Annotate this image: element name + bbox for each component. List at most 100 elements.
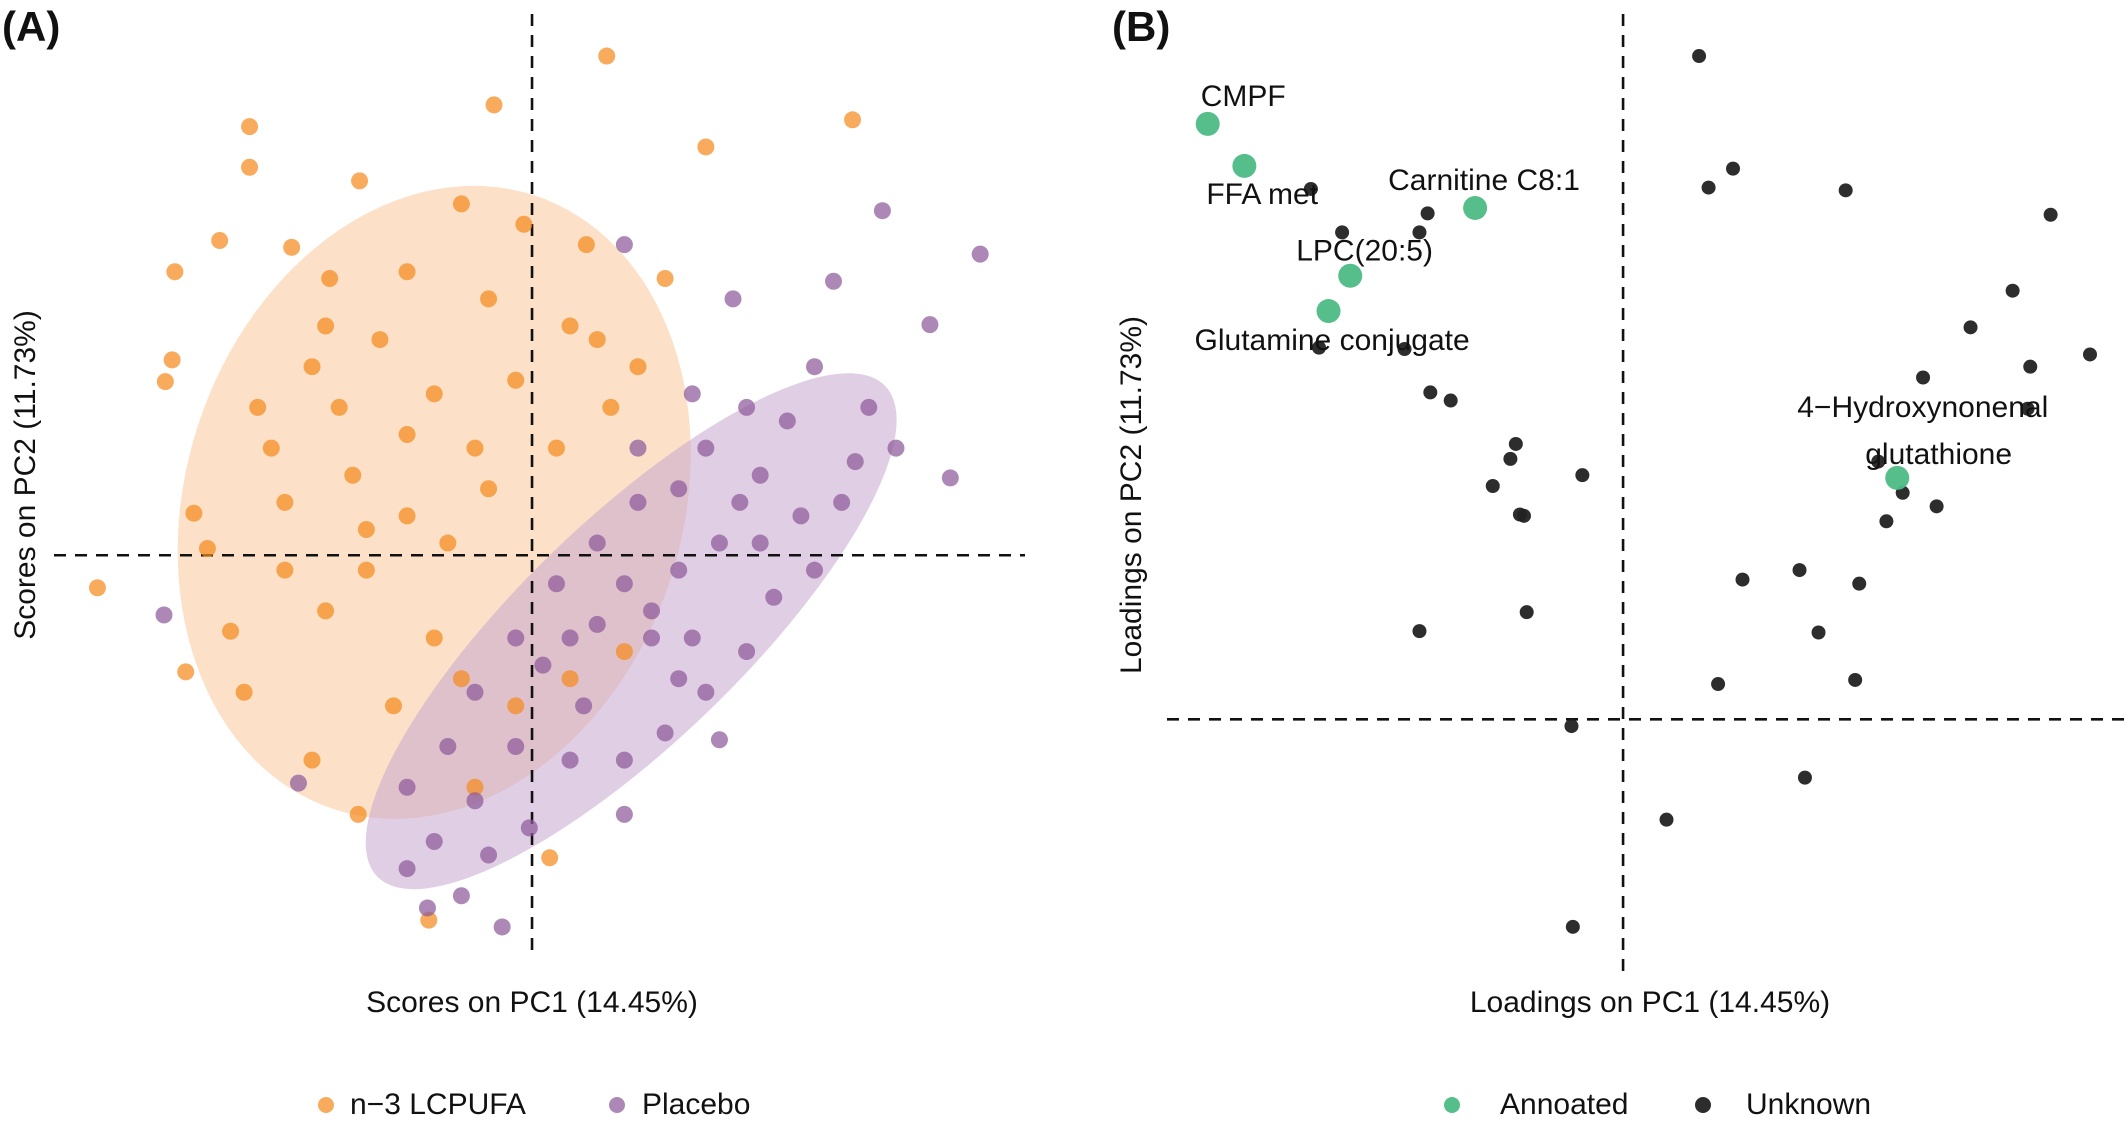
point <box>1659 812 1674 827</box>
point <box>1726 161 1741 176</box>
point <box>670 670 688 688</box>
point <box>1701 180 1716 195</box>
point <box>507 697 525 715</box>
point <box>1303 181 1318 196</box>
point <box>588 331 606 349</box>
panel-label: (B) <box>1112 3 1170 50</box>
point <box>1519 605 1534 620</box>
y-axis-label: Scores on PC2 (11.73%) <box>9 310 42 640</box>
point <box>547 439 565 457</box>
point <box>1516 508 1531 523</box>
point <box>1575 468 1590 483</box>
point <box>317 317 335 335</box>
point <box>321 270 339 288</box>
point <box>1879 514 1894 529</box>
point <box>241 118 259 136</box>
point <box>1232 153 1257 178</box>
legend-swatch <box>1444 1097 1460 1113</box>
point-label: Carnitine C8:1 <box>1388 164 1580 197</box>
panel-label: (A) <box>2 3 60 50</box>
point-label: CMPF <box>1201 80 1286 113</box>
point <box>1412 624 1427 639</box>
legend-label: Placebo <box>642 1088 750 1121</box>
point <box>547 575 565 593</box>
point <box>615 575 633 593</box>
point <box>88 579 106 597</box>
point <box>1792 563 1807 578</box>
point-label: FFA met <box>1206 178 1318 211</box>
point <box>155 606 173 624</box>
point-label: 4−Hydroxynonenal glutathione <box>1797 391 2048 471</box>
point <box>1838 183 1853 198</box>
x-axis-label: Loadings on PC1 (14.45%) <box>1470 986 1830 1019</box>
point <box>751 466 769 484</box>
point <box>1711 677 1726 692</box>
point <box>887 439 905 457</box>
point <box>1963 320 1978 335</box>
point <box>1195 111 1220 136</box>
point <box>731 493 749 511</box>
point <box>398 263 416 281</box>
point <box>2005 283 2020 298</box>
point <box>398 860 416 878</box>
point <box>1423 385 1438 400</box>
point <box>439 738 457 756</box>
point <box>1916 370 1931 385</box>
point <box>466 439 484 457</box>
point-label-line: 4−Hydroxynonenal <box>1797 391 2048 424</box>
point <box>873 202 891 220</box>
point <box>276 493 294 511</box>
point <box>598 47 616 65</box>
point <box>480 290 498 308</box>
point <box>303 358 321 376</box>
point <box>1397 342 1412 357</box>
point-label-line: glutathione <box>1865 438 2012 471</box>
point <box>156 373 174 391</box>
point <box>452 195 470 213</box>
point <box>575 697 593 715</box>
point <box>921 316 939 334</box>
point <box>1797 770 1812 785</box>
point <box>185 504 203 522</box>
point <box>534 656 552 674</box>
point <box>1929 499 1944 514</box>
point <box>357 520 375 538</box>
point <box>1316 299 1341 324</box>
point <box>466 792 484 810</box>
point <box>2043 207 2058 222</box>
point <box>344 466 362 484</box>
point <box>163 351 181 369</box>
point <box>806 561 824 579</box>
point <box>738 643 756 661</box>
point <box>615 751 633 769</box>
point <box>1852 576 1867 591</box>
point <box>656 270 674 288</box>
point <box>398 507 416 525</box>
point <box>683 629 701 647</box>
point <box>276 561 294 579</box>
point <box>480 480 498 498</box>
point <box>425 385 443 403</box>
legend-swatch <box>318 1097 334 1113</box>
point <box>241 158 259 176</box>
point <box>615 236 633 254</box>
point <box>439 534 457 552</box>
y-axis-label: Loadings on PC2 (11.73%) <box>1115 316 1148 674</box>
point <box>493 918 511 936</box>
point <box>697 138 715 156</box>
legend-label: Annoated <box>1500 1088 1628 1121</box>
legend-swatch <box>1695 1097 1711 1113</box>
point <box>629 493 647 511</box>
point <box>507 371 525 389</box>
point <box>1335 225 1350 240</box>
point <box>283 238 301 256</box>
point <box>166 263 184 281</box>
point <box>615 805 633 823</box>
point <box>1735 572 1750 587</box>
point <box>1848 672 1863 687</box>
point <box>1485 479 1500 494</box>
point <box>398 426 416 444</box>
point-label: Glutamine conjugate <box>1195 324 1470 357</box>
